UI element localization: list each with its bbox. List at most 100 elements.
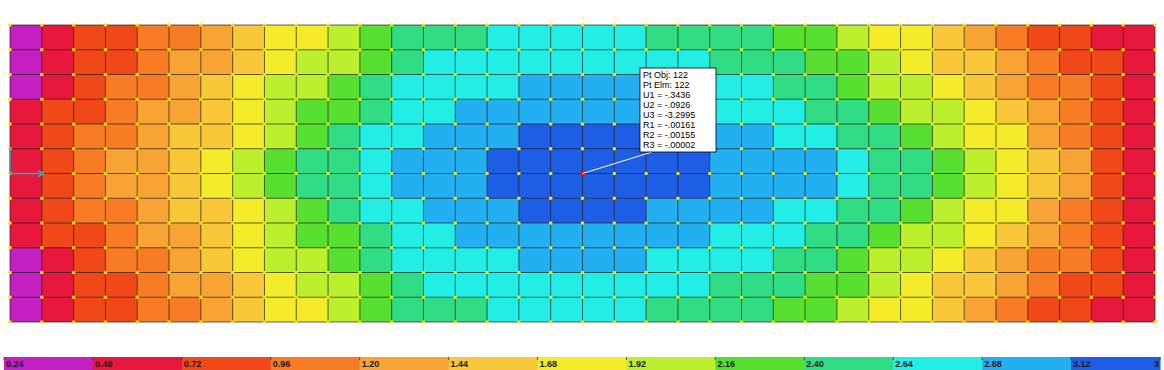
colorbar-tick <box>715 357 716 360</box>
colorbar-label: 0.24 <box>6 359 24 369</box>
cell <box>551 25 583 50</box>
cell <box>328 50 360 75</box>
cell <box>42 174 74 199</box>
cell <box>328 75 360 100</box>
cell <box>487 50 519 75</box>
colorbar-tick <box>4 357 5 360</box>
node <box>644 48 648 52</box>
cell <box>805 248 837 273</box>
cell <box>296 75 328 100</box>
cell <box>169 149 201 174</box>
node <box>167 73 171 77</box>
cell <box>614 273 646 298</box>
node <box>835 122 839 126</box>
node <box>231 97 235 101</box>
cell <box>710 248 742 273</box>
colorbar: 0.240.480.720.961.201.441.681.922.162.40… <box>4 357 1161 370</box>
node <box>199 295 203 299</box>
node <box>517 73 521 77</box>
cell <box>1091 273 1123 298</box>
node <box>326 172 330 176</box>
node <box>40 73 44 77</box>
colorbar-label: 1.92 <box>628 359 646 369</box>
cell <box>455 198 487 223</box>
cell <box>996 198 1028 223</box>
colorbar-label: 2.88 <box>984 359 1002 369</box>
node <box>676 172 680 176</box>
cell <box>901 248 933 273</box>
node <box>613 246 617 250</box>
cell <box>837 273 869 298</box>
node <box>931 295 935 299</box>
cell <box>551 248 583 273</box>
node <box>263 221 267 225</box>
cell <box>392 75 424 100</box>
node <box>931 172 935 176</box>
cell <box>328 223 360 248</box>
colorbar-tick <box>1160 357 1161 360</box>
node <box>40 196 44 200</box>
cell <box>805 198 837 223</box>
cell <box>42 297 74 322</box>
cell <box>932 174 964 199</box>
node <box>1153 196 1157 200</box>
cell <box>901 297 933 322</box>
axis-arrow <box>10 173 44 175</box>
node <box>231 48 235 52</box>
cell <box>805 174 837 199</box>
node <box>104 196 108 200</box>
cell <box>487 223 519 248</box>
cell <box>42 50 74 75</box>
colorbar-tick <box>448 357 449 360</box>
cell <box>105 124 137 149</box>
colorbar-band <box>715 357 804 370</box>
cell <box>773 198 805 223</box>
node <box>72 122 76 126</box>
node <box>326 221 330 225</box>
cell <box>773 223 805 248</box>
node <box>899 196 903 200</box>
cell <box>869 198 901 223</box>
cell <box>1028 223 1060 248</box>
node <box>1058 23 1062 27</box>
cell <box>773 248 805 273</box>
node <box>485 246 489 250</box>
cell <box>837 174 869 199</box>
cell <box>901 174 933 199</box>
annotation-text: R1 = -.00161 <box>643 120 695 130</box>
node <box>676 320 680 324</box>
cell <box>551 174 583 199</box>
cell <box>901 75 933 100</box>
node <box>867 147 871 151</box>
cell <box>1123 99 1155 124</box>
node <box>72 295 76 299</box>
node <box>104 295 108 299</box>
node <box>326 196 330 200</box>
cell <box>105 99 137 124</box>
node <box>104 122 108 126</box>
node <box>708 221 712 225</box>
annotation-text: U1 = -.3436 <box>643 90 690 100</box>
cell <box>1123 75 1155 100</box>
colorbar-tick <box>270 357 271 360</box>
node <box>676 23 680 27</box>
node <box>199 73 203 77</box>
node <box>8 295 12 299</box>
node <box>167 221 171 225</box>
node <box>8 48 12 52</box>
cell <box>360 174 392 199</box>
node <box>962 295 966 299</box>
cell <box>869 25 901 50</box>
node <box>1026 48 1030 52</box>
node <box>485 122 489 126</box>
cell <box>105 223 137 248</box>
colorbar-band <box>982 357 1071 370</box>
cell <box>964 75 996 100</box>
node <box>1153 73 1157 77</box>
cell <box>1123 198 1155 223</box>
cell <box>10 223 42 248</box>
node <box>231 295 235 299</box>
cell <box>10 99 42 124</box>
node <box>708 48 712 52</box>
cell <box>10 149 42 174</box>
